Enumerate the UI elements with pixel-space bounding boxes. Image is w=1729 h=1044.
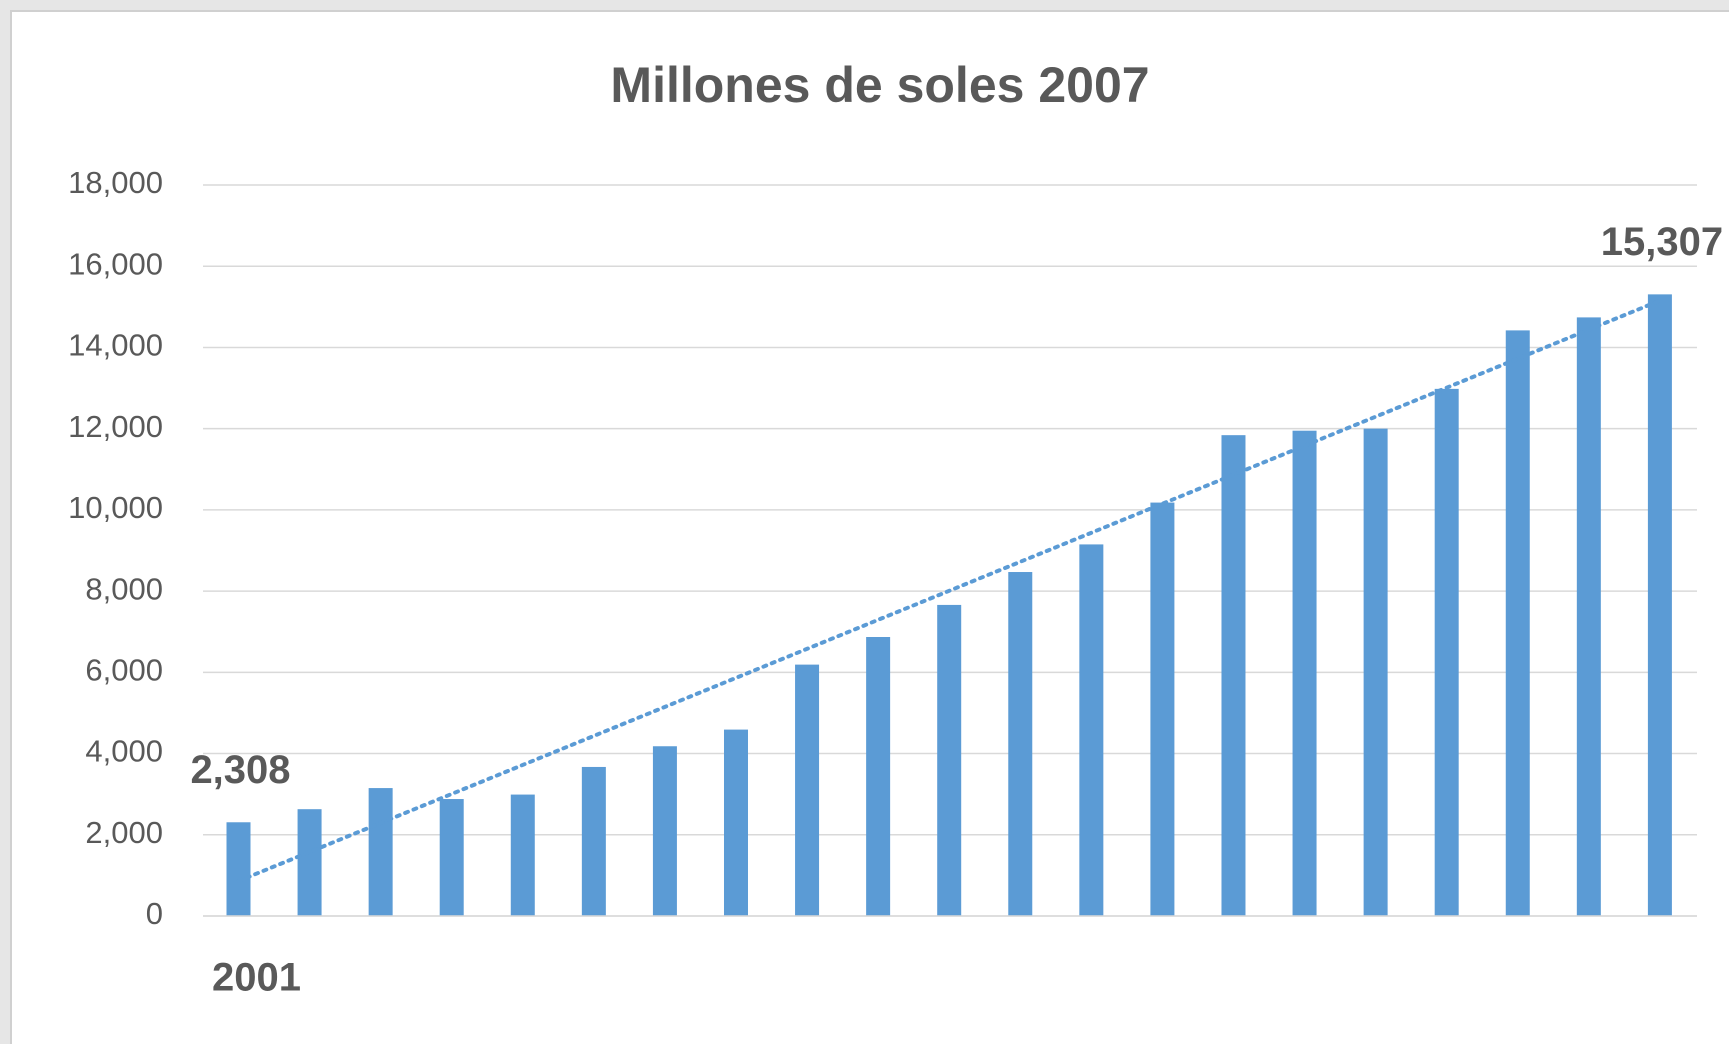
trendline	[236, 298, 1662, 884]
y-tick-label: 12,000	[68, 409, 163, 444]
bar	[1363, 428, 1388, 916]
bar	[439, 799, 464, 916]
bar	[1647, 294, 1672, 916]
y-tick-label: 18,000	[68, 165, 163, 200]
chart-title: Millones de soles 2007	[610, 57, 1149, 113]
bar	[368, 788, 393, 916]
bar	[795, 664, 820, 916]
y-tick-label: 14,000	[68, 328, 163, 363]
data-label: 15,307	[1601, 220, 1723, 264]
y-tick-label: 4,000	[85, 734, 163, 769]
bar	[1434, 388, 1459, 916]
bar	[1292, 430, 1317, 916]
bar	[723, 729, 748, 916]
y-tick-label: 16,000	[68, 246, 163, 281]
bar	[866, 637, 891, 916]
bar	[937, 604, 962, 916]
bar	[297, 809, 322, 916]
y-tick-label: 0	[146, 896, 163, 931]
bar	[1008, 572, 1033, 916]
y-tick-label: 6,000	[85, 653, 163, 688]
bar	[226, 822, 251, 916]
y-tick-label: 2,000	[85, 815, 163, 850]
bar	[1150, 502, 1175, 916]
bar	[1221, 435, 1246, 916]
bar	[510, 794, 535, 916]
bar	[1576, 317, 1601, 916]
bar	[652, 746, 677, 916]
bar	[581, 766, 606, 916]
bar	[1505, 330, 1530, 916]
x-tick-label: 2001	[212, 956, 301, 1000]
data-label: 2,308	[190, 748, 290, 792]
y-tick-label: 8,000	[85, 571, 163, 606]
bar	[1079, 544, 1104, 916]
y-tick-label: 10,000	[68, 490, 163, 525]
